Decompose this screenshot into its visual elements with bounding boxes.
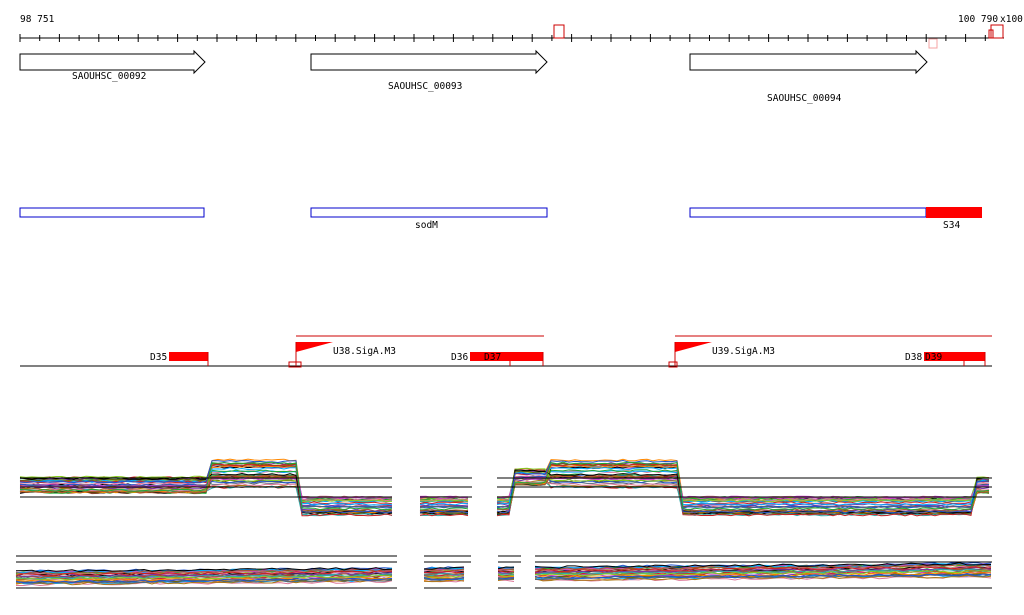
promoter-label-U39: U39.SigA.M3 — [712, 346, 775, 357]
annotation-box-1[interactable] — [20, 208, 204, 217]
region-label-D35: D35 — [150, 352, 167, 363]
expression-gap — [397, 545, 424, 595]
gene-label: SAOUHSC_00092 — [72, 71, 146, 82]
gene-arrow-shape — [20, 51, 205, 73]
gene-label: SAOUHSC_00094 — [767, 93, 842, 104]
coordinate-ruler: 98 751 100 790 x100 — [20, 14, 1023, 48]
region-D35[interactable] — [169, 352, 208, 361]
annotation-box-3[interactable] — [690, 208, 926, 217]
ruler-end-label: 100 790 — [958, 14, 998, 25]
ruler-start-label: 98 751 — [20, 14, 55, 25]
expression-trace — [498, 574, 514, 575]
gene-arrow-SAOUHSC_00092[interactable]: SAOUHSC_00092 — [20, 51, 205, 82]
region-D37[interactable] — [470, 352, 543, 361]
region-label-D39: D39 — [925, 352, 942, 363]
gene-arrow-SAOUHSC_00094[interactable]: SAOUHSC_00094 — [690, 51, 927, 104]
region-label-D37: D37 — [484, 352, 501, 363]
expression-gap — [392, 450, 420, 510]
ruler-end-extra-label: x100 — [1000, 14, 1023, 25]
expression-gap — [471, 545, 498, 595]
ruler-marker-1 — [554, 25, 564, 38]
promoter-U38-flag[interactable] — [296, 342, 333, 352]
ruler-marker-2 — [929, 39, 937, 48]
expression-panel-2 — [16, 545, 992, 595]
promoter-label-U38: U38.SigA.M3 — [333, 346, 396, 357]
gene-track: SAOUHSC_00092 SAOUHSC_00093 SAOUHSC_0009… — [20, 51, 927, 104]
promoter-U39-flag[interactable] — [675, 342, 712, 352]
annotation-box-sodM[interactable] — [311, 208, 547, 217]
region-label-D36: D36 — [451, 352, 468, 363]
expression-gap — [472, 450, 497, 510]
annotation-box-S34[interactable] — [926, 207, 982, 218]
gene-arrow-shape — [311, 51, 547, 73]
expression-panel-1 — [20, 450, 992, 516]
gene-arrow-SAOUHSC_00093[interactable]: SAOUHSC_00093 — [311, 51, 547, 92]
annotation-track: sodM S34 — [20, 207, 982, 231]
region-label-D38: D38 — [905, 352, 922, 363]
annotation-label-sodM: sodM — [415, 220, 438, 231]
expression-gap — [521, 545, 535, 595]
gene-label: SAOUHSC_00093 — [388, 81, 462, 92]
gene-arrow-shape — [690, 51, 927, 73]
region-track: D35 U38.SigA.M3 D36 D37 U39.SigA.M3 D38 … — [20, 336, 992, 367]
annotation-label-S34: S34 — [943, 220, 960, 231]
